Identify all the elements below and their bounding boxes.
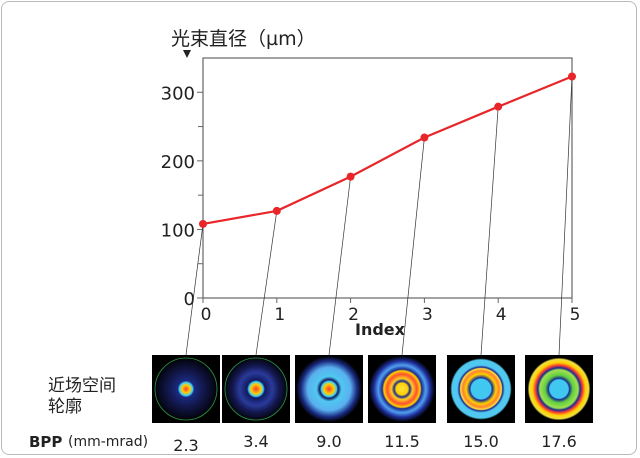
beam-profile-spot: [448, 356, 514, 422]
x-tick-label: 1: [274, 305, 285, 325]
data-point: [272, 206, 281, 215]
connector-line: [558, 76, 573, 356]
beam-profile-spot: [369, 356, 435, 422]
bpp-value: 3.4: [243, 432, 269, 451]
y-tick-label: 100: [161, 220, 195, 241]
x-tick-label: 5: [570, 305, 581, 325]
y-tick-label: 200: [161, 152, 195, 173]
near-field-label-line2: 轮廓: [48, 397, 82, 417]
bpp-value: 2.3: [173, 436, 199, 455]
x-axis-label: Index: [355, 320, 405, 339]
connector-line: [328, 176, 351, 356]
data-point: [420, 133, 429, 142]
bpp-value: 17.6: [541, 432, 577, 451]
bpp-label: BPP: [29, 433, 63, 451]
y-tick-label: 0: [184, 289, 195, 310]
series-line: [202, 75, 573, 226]
x-tick-label: 4: [496, 305, 507, 325]
data-point: [494, 102, 503, 111]
x-tick-label: 0: [201, 305, 212, 325]
plot-area: [202, 57, 573, 299]
x-tick-label: 3: [422, 305, 433, 325]
beam-profile-spot: [223, 356, 289, 422]
beam-profile-spot: [526, 356, 592, 422]
connector-line: [255, 210, 278, 356]
bpp-value: 11.5: [384, 432, 420, 451]
beam-profile-spot: [153, 356, 219, 422]
data-point: [568, 72, 576, 81]
beam-profile-spot: [296, 356, 362, 422]
near-field-label-line1: 近场空间: [48, 376, 116, 396]
y-axis-arrow-icon: [183, 50, 191, 58]
x-tick-label: 2: [348, 305, 359, 325]
bpp-unit: (mm-mrad): [68, 434, 149, 450]
data-point: [199, 219, 207, 228]
profile-reference-circle: [224, 357, 288, 421]
y-axis-label: 光束直径（µm）: [171, 28, 316, 50]
profile-reference-circle: [154, 357, 218, 421]
y-tick-label: 300: [161, 83, 195, 104]
connector-line: [480, 106, 499, 356]
data-point: [346, 172, 355, 181]
bpp-value: 15.0: [463, 432, 499, 451]
bpp-value: 9.0: [316, 432, 342, 451]
connector-line: [401, 137, 425, 356]
connector-line: [185, 223, 204, 356]
